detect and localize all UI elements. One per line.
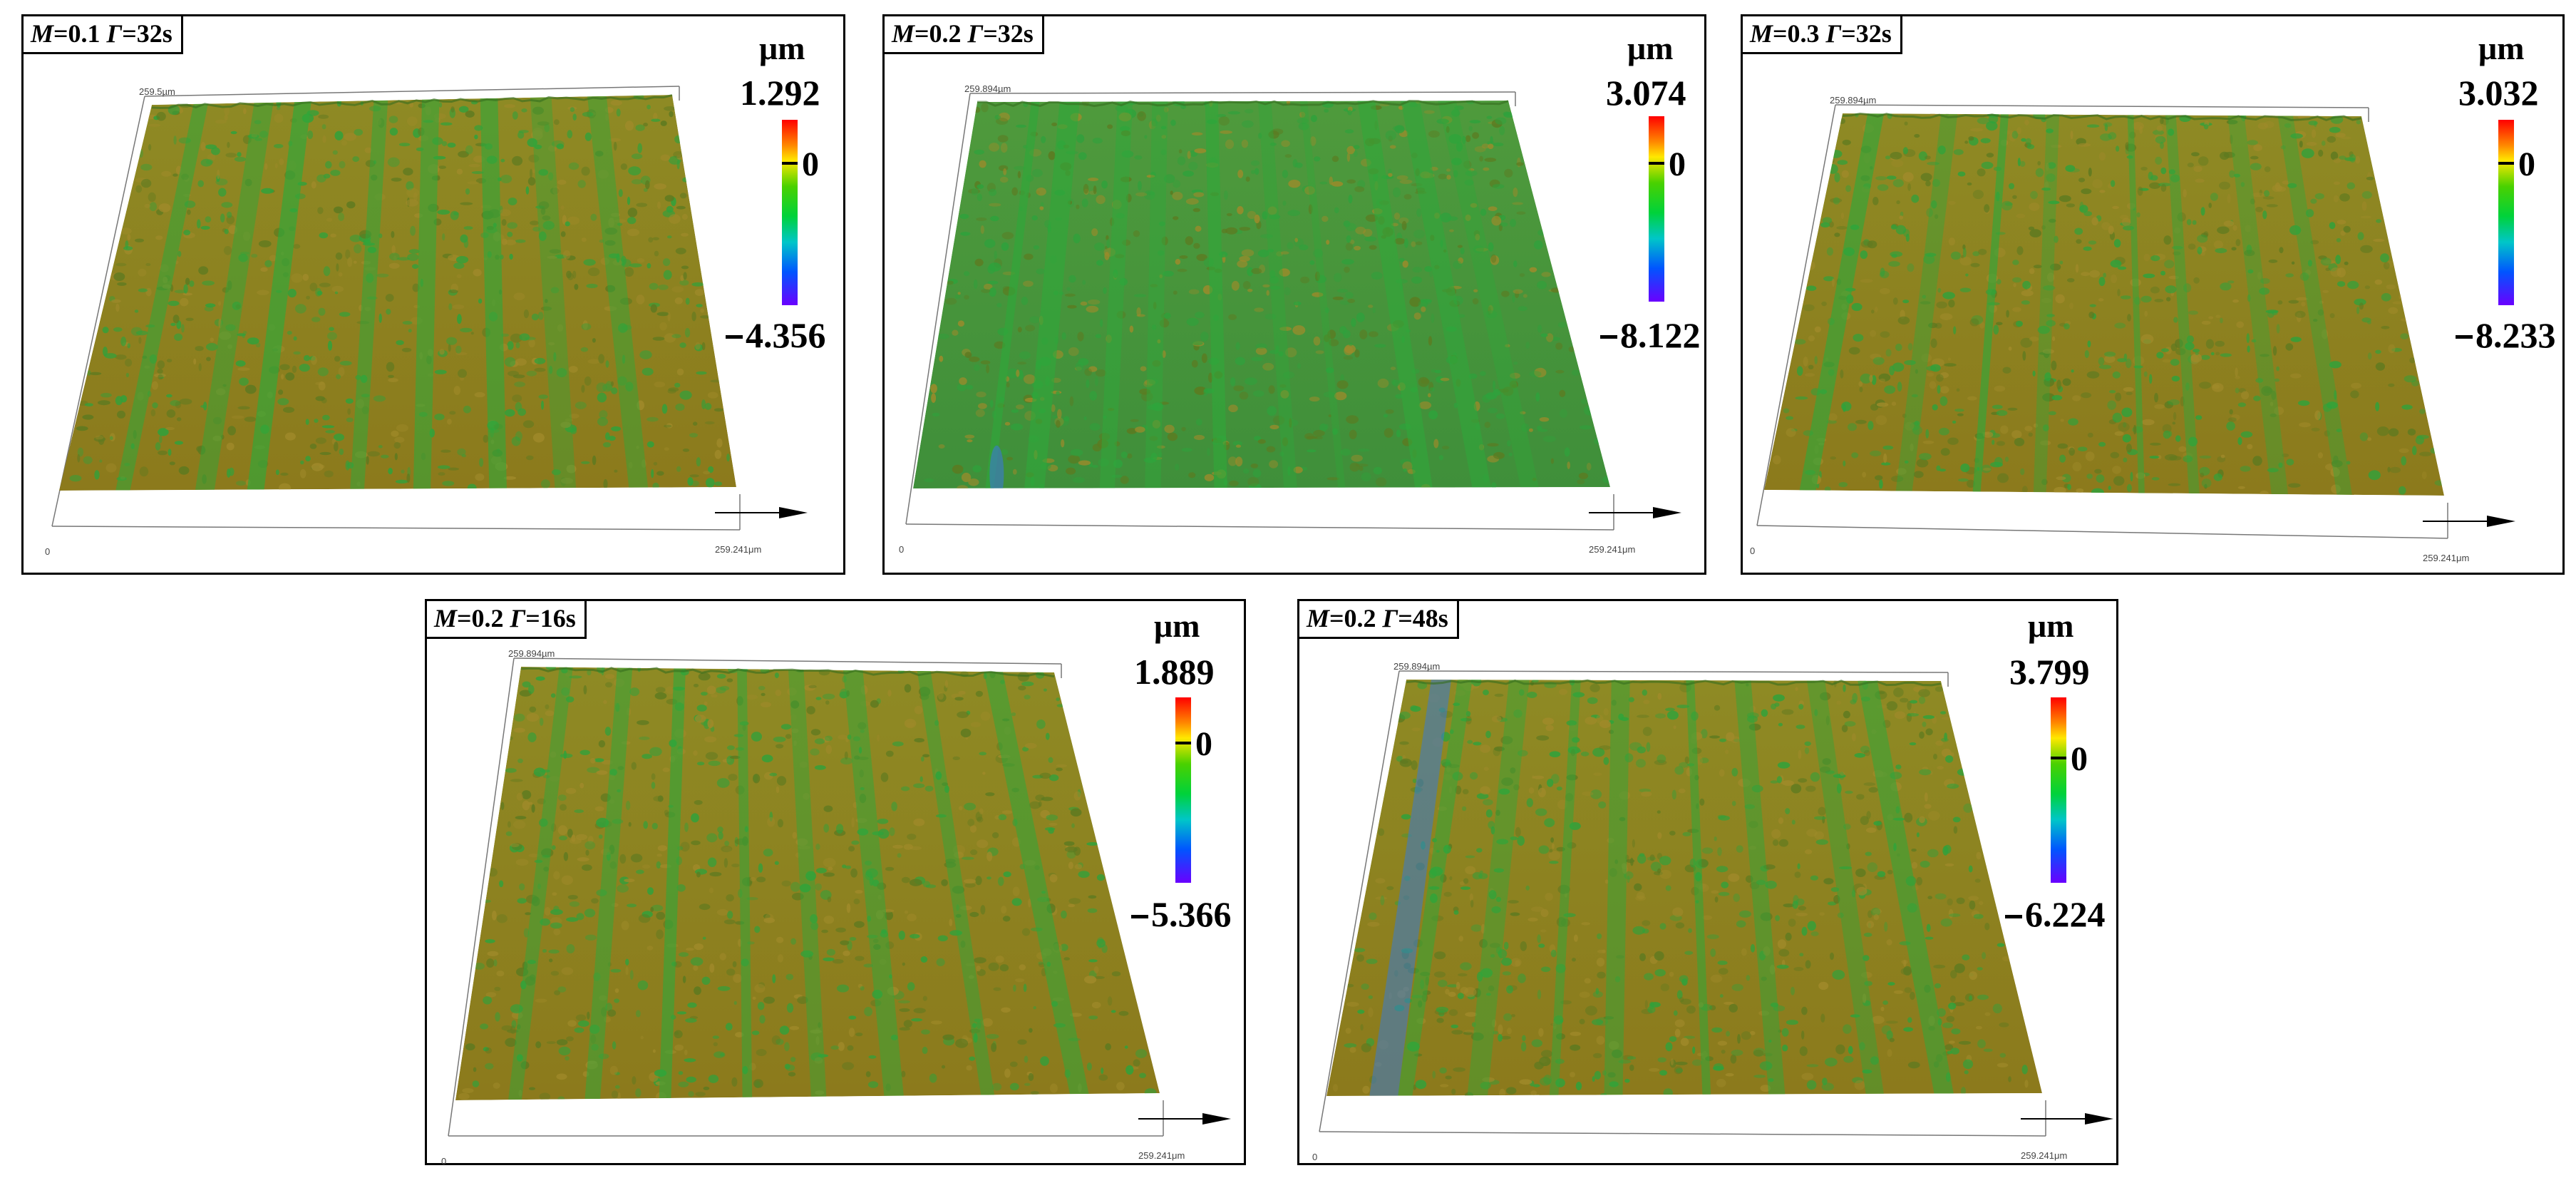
colorbar-zero: 0 [802,145,819,183]
axis-y-end-label: 259.894µm [1830,95,1876,106]
parameter-label: M=0.3 Γ=32s [1743,16,1902,54]
arrow-right-icon [2423,516,2515,527]
colorbar-zero-tick [1175,742,1191,744]
minus-sign [1600,335,1617,339]
panel-m02-g16: M=0.2 Γ=16s 0 259.241μm 259.894µm μm 1.889… [425,599,1246,1167]
panel-m02-g32: M=0.2 Γ=32s 0 259.241μm 259.894µm μm 3.074… [882,14,1706,575]
colorbar-unit: μm [1627,30,1674,66]
minus-sign [726,335,743,339]
colorbar-min: 8.233 [2475,315,2556,355]
arrow-right-icon [2021,1113,2113,1125]
axis-x-end-label: 259.241μm [2423,553,2469,563]
minus-sign [1131,915,1148,918]
surface-height-map: 0 259.241μm 259.894µm [441,648,1231,1167]
colorbar-unit: μm [2478,30,2525,66]
axis-x-end-label: 259.241μm [1589,544,1635,555]
minus-sign [2456,335,2473,339]
colorbar-unit: μm [1154,608,1200,644]
colorbar-zero: 0 [1669,145,1686,183]
bounding-box-lines [1756,104,2448,539]
colorbar [1649,116,1664,302]
parameter-label: M=0.2 Γ=16s [427,601,587,639]
colorbar [1175,697,1191,883]
parameter-label: M=0.1 Γ=32s [24,16,183,54]
colorbar-max: 3.074 [1606,73,1686,113]
parameter-label: M=0.2 Γ=32s [885,16,1044,54]
panel-m02-g48: M=0.2 Γ=48s 0 259.241μm 259.894µm μm 3.799… [1297,599,2118,1165]
axis-origin-label: 0 [45,546,50,557]
colorbar [2051,697,2066,883]
arrow-right-icon [715,507,808,518]
bounding-box-lines [905,91,1614,531]
colorbar-zero-tick [1649,162,1664,165]
surface-height-map: 0 259.241μm 259.894µm [899,83,1681,555]
colorbar-max: 3.032 [2458,73,2539,113]
colorbar-zero-tick [2051,757,2066,759]
colorbar-zero-tick [782,162,798,165]
surface-height-map: 0 259.241μm 259.5µm [45,86,808,557]
parameter-label: M=0.2 Γ=48s [1299,601,1459,639]
colorbar-zero: 0 [1195,725,1212,763]
arrow-right-icon [1138,1113,1231,1125]
panel-m03-g32: M=0.3 Γ=32s 0 259.241μm 259.894µm μm 3.032… [1741,14,2565,575]
bounding-box-lines [51,86,741,531]
colorbar-zero: 0 [2071,740,2088,778]
axis-x-end-label: 259.241μm [715,544,761,555]
surface-height-map: 0 259.241μm 259.894µm [1312,661,2113,1162]
colorbar-unit: μm [759,30,805,66]
axis-x-end-label: 259.241μm [2021,1150,2067,1161]
colorbar-min: 4.356 [746,315,826,355]
colorbar-unit: μm [2028,608,2074,644]
colorbar-max: 1.889 [1134,652,1215,692]
colorbar-min: 8.122 [1620,315,1701,355]
minus-sign [2005,915,2022,918]
axis-origin-label: 0 [899,544,904,555]
colorbar [2498,120,2514,305]
axis-y-end-label: 259.894µm [1393,661,1440,672]
bounding-box-lines [448,657,1164,1137]
colorbar-max: 3.799 [2009,652,2090,692]
bounding-box-lines [1319,670,2046,1137]
axis-y-end-label: 259.5µm [139,86,175,97]
panel-m01-g32: M=0.1 Γ=32s 0 259.241μm 259.5µm μm 1.292 0… [21,14,845,575]
colorbar-zero: 0 [2518,145,2535,183]
axis-y-end-label: 259.894µm [964,83,1011,94]
colorbar [782,120,798,305]
colorbar-zero-tick [2498,162,2514,165]
axis-origin-label: 0 [441,1156,446,1167]
colorbar-max: 1.292 [740,73,820,113]
surface-height-map: 0 259.241μm 259.894µm [1750,95,2515,563]
axis-y-end-label: 259.894µm [508,648,555,659]
axis-x-end-label: 259.241μm [1138,1150,1185,1161]
axis-origin-label: 0 [1750,546,1755,556]
axis-origin-label: 0 [1312,1152,1317,1162]
colorbar-min: 5.366 [1151,894,1232,934]
arrow-right-icon [1589,507,1681,518]
colorbar-min: 6.224 [2025,894,2106,934]
